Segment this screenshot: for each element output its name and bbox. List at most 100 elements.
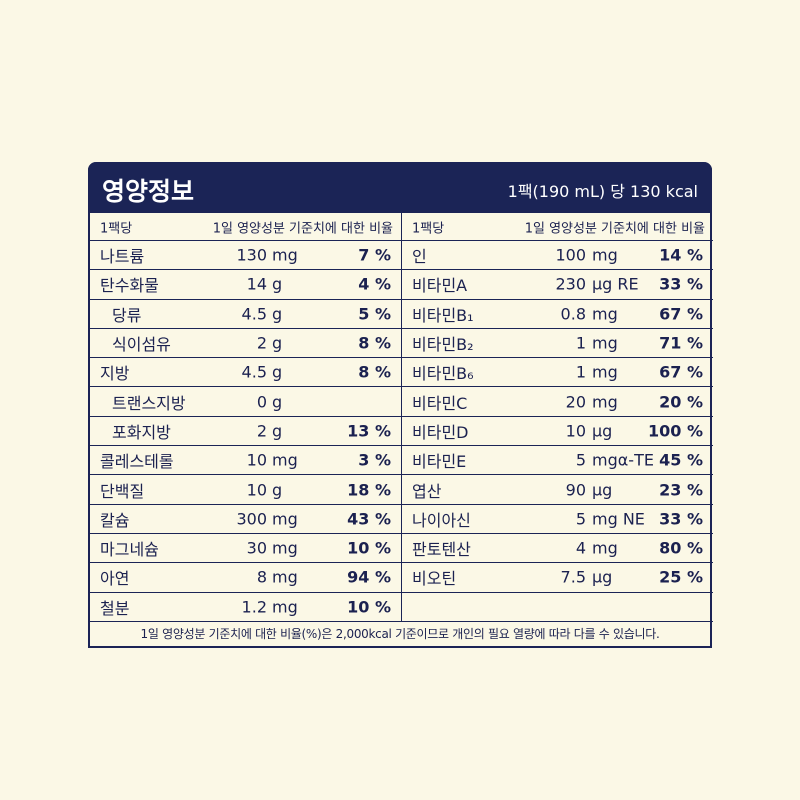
unit: g [272, 480, 283, 500]
amount: 100 [555, 245, 586, 265]
nutrient-row: 콜레스테롤 10 mg 3 % [90, 446, 401, 476]
unit: mg [592, 392, 618, 412]
nutrient-name: 지방 [100, 364, 130, 384]
unit: mg [272, 245, 298, 265]
unit: μg [592, 480, 613, 500]
amount: 14 [246, 274, 267, 294]
nutrient-row: 비타민B₆ 1 mg 67 % [402, 358, 713, 388]
amount: 4.5 [241, 304, 267, 324]
nutrient-row: 지방 4.5 g 8 % [90, 358, 401, 388]
unit: mg [592, 333, 618, 353]
nutrient-row: 식이섬유 2 g 8 % [90, 329, 401, 359]
amount: 2 [256, 421, 267, 441]
daily-percent: 45 % [659, 450, 703, 470]
header-name: 1팩당 [100, 221, 133, 236]
daily-percent: 8 % [358, 362, 391, 382]
amount: 0 [256, 392, 267, 412]
amount: 0.8 [560, 304, 586, 324]
nutrient-name: 나이아신 [412, 510, 471, 530]
nutrient-row: 비타민E 5 mgα-TE 45 % [402, 446, 713, 476]
amount: 230 [555, 274, 586, 294]
nutrient-row: 비타민A 230 μg RE 33 % [402, 270, 713, 300]
amount: 1.2 [241, 597, 267, 617]
nutrition-panel: 영양정보 1팩(190 mL) 당 130 kcal 1팩당 1일 영양성분 기준… [88, 162, 713, 648]
daily-percent: 94 % [347, 567, 391, 587]
nutrient-name: 비타민B₂ [412, 335, 474, 355]
unit: g [272, 274, 283, 294]
nutrient-name: 인 [412, 247, 427, 267]
panel-header: 영양정보 1팩(190 mL) 당 130 kcal [88, 162, 712, 213]
amount: 5 [575, 509, 586, 529]
daily-percent: 13 % [347, 421, 391, 441]
nutrient-name: 단백질 [100, 481, 145, 501]
nutrient-row: 단백질 10 g 18 % [90, 475, 401, 505]
nutrient-row: 나트륨 130 mg 7 % [90, 241, 401, 271]
daily-percent: 67 % [659, 362, 703, 382]
header-name: 1팩당 [412, 221, 445, 236]
column-header: 1팩당 1일 영양성분 기준치에 대한 비율 [402, 213, 713, 241]
unit: mg [592, 362, 618, 382]
daily-percent: 71 % [659, 333, 703, 353]
unit: mg [272, 450, 298, 470]
daily-percent: 14 % [659, 245, 703, 265]
nutrient-name: 엽산 [412, 481, 442, 501]
nutrient-row: 포화지방 2 g 13 % [90, 417, 401, 447]
nutrient-row: 아연 8 mg 94 % [90, 563, 401, 593]
daily-percent: 20 % [659, 392, 703, 412]
daily-percent: 18 % [347, 480, 391, 500]
nutrient-name: 당류 [112, 305, 142, 325]
nutrient-row: 비오틴 7.5 μg 25 % [402, 563, 713, 593]
daily-percent: 100 % [648, 421, 703, 441]
nutrient-row: 비타민D 10 μg 100 % [402, 417, 713, 447]
nutrient-name: 비타민A [412, 276, 468, 296]
nutrient-name: 철분 [100, 598, 130, 618]
amount: 10 [246, 450, 267, 470]
unit: g [272, 392, 283, 412]
amount: 8 [256, 567, 267, 587]
amount: 1 [575, 362, 586, 382]
nutrient-name: 식이섬유 [112, 335, 171, 355]
nutrient-row: 나이아신 5 mg NE 33 % [402, 505, 713, 534]
amount: 1 [575, 333, 586, 353]
empty-row [402, 593, 713, 622]
nutrient-row: 탄수화물 14 g 4 % [90, 270, 401, 300]
daily-percent: 10 % [347, 597, 391, 617]
daily-percent: 67 % [659, 304, 703, 324]
unit: mg [272, 597, 298, 617]
nutrient-name: 나트륨 [100, 247, 145, 267]
unit: μg RE [592, 274, 639, 294]
amount: 7.5 [560, 567, 586, 587]
header-percent: 1일 영양성분 기준치에 대한 비율 [212, 221, 393, 236]
nutrient-name: 마그네슘 [100, 540, 159, 560]
unit: mg [592, 245, 618, 265]
daily-percent: 33 % [659, 274, 703, 294]
amount: 90 [565, 480, 586, 500]
amount: 10 [565, 421, 586, 441]
unit: mg [592, 538, 618, 558]
nutrient-name: 비타민C [412, 393, 468, 413]
nutrient-name: 판토텐산 [412, 540, 471, 560]
nutrient-row: 비타민B₂ 1 mg 71 % [402, 329, 713, 359]
unit: g [272, 421, 283, 441]
nutrient-name: 아연 [100, 569, 130, 589]
nutrient-row: 철분 1.2 mg 10 % [90, 593, 401, 622]
unit: mg [272, 538, 298, 558]
serving-info: 1팩(190 mL) 당 130 kcal [507, 182, 698, 201]
daily-percent: 3 % [358, 450, 391, 470]
daily-percent: 23 % [659, 480, 703, 500]
nutrient-row: 칼슘 300 mg 43 % [90, 505, 401, 534]
nutrient-row: 비타민B₁ 0.8 mg 67 % [402, 300, 713, 329]
nutrient-name: 칼슘 [100, 510, 130, 530]
unit: mg [272, 509, 298, 529]
nutrient-row: 인 100 mg 14 % [402, 241, 713, 271]
nutrient-name: 포화지방 [112, 422, 171, 442]
title: 영양정보 [102, 177, 195, 206]
unit: mg [272, 567, 298, 587]
amount: 10 [246, 480, 267, 500]
amount: 5 [575, 450, 586, 470]
unit: mgα-TE [592, 450, 654, 470]
nutrient-row: 엽산 90 μg 23 % [402, 475, 713, 505]
unit: mg NE [592, 509, 645, 529]
